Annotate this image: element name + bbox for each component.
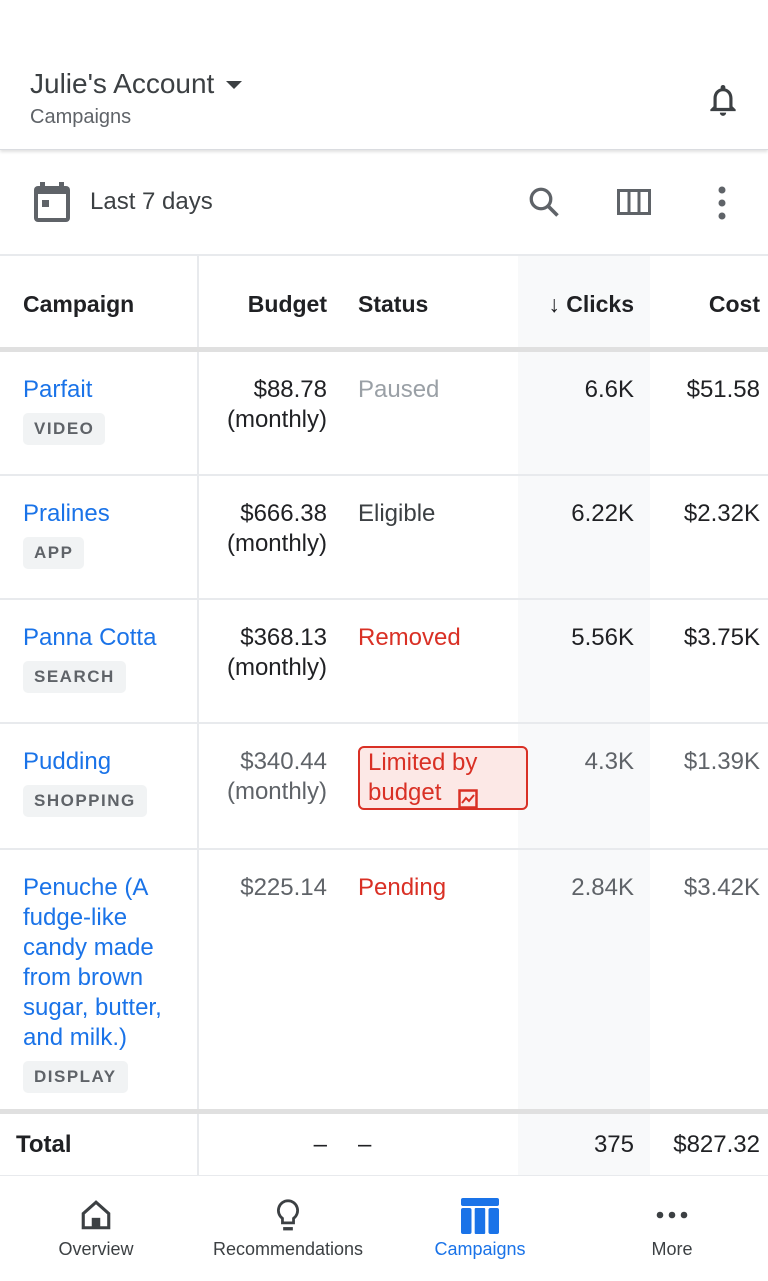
cost-cell: $3.42K	[683, 874, 760, 901]
budget-cell: $88.78 (monthly)	[226, 376, 327, 433]
table-row[interactable]: Penuche (A fudge-like candy made from br…	[0, 850, 768, 1109]
table-header: Campaign Budget Status ↓ Clicks Cost	[0, 256, 768, 348]
header-cost[interactable]: Cost	[708, 291, 760, 317]
status-cell: Pending	[358, 874, 447, 901]
header-campaign[interactable]: Campaign	[23, 291, 135, 317]
status-cell: Removed	[358, 624, 461, 651]
more-horiz-icon	[656, 1211, 688, 1219]
dropdown-caret-icon	[226, 81, 243, 89]
row-divider	[0, 722, 768, 724]
clicks-cell: 5.56K	[571, 624, 634, 651]
lightbulb-icon	[277, 1199, 299, 1231]
campaign-cell: Panna Cotta SEARCH	[23, 623, 183, 693]
campaign-cell: Penuche (A fudge-like candy made from br…	[23, 873, 183, 1093]
account-name: Julie's Account	[30, 68, 215, 99]
nav-label: More	[651, 1239, 693, 1259]
nav-label: Overview	[58, 1239, 134, 1259]
total-clicks: 375	[593, 1131, 634, 1158]
campaign-name-link[interactable]: Pralines	[23, 500, 110, 527]
cost-cell: $1.39K	[683, 748, 760, 775]
total-row: Total – – 375 $827.32	[0, 1114, 768, 1175]
nav-campaigns[interactable]: Campaigns	[384, 1176, 576, 1281]
nav-more[interactable]: More	[576, 1176, 768, 1281]
clicks-cell: 4.3K	[584, 748, 634, 775]
page-subtitle: Campaigns	[30, 106, 132, 128]
campaign-type-chip: APP	[23, 537, 85, 569]
header-clicks[interactable]: ↓ Clicks	[548, 291, 634, 317]
clicks-cell: 6.6K	[584, 376, 634, 403]
nav-overview[interactable]: Overview	[0, 1176, 192, 1281]
budget-cell: $666.38 (monthly)	[226, 500, 327, 557]
more-vert-icon[interactable]	[716, 186, 728, 220]
nav-label: Campaigns	[434, 1239, 526, 1259]
campaign-name-link[interactable]: Penuche (A fudge-like candy made from br…	[23, 874, 162, 1051]
campaign-type-chip: DISPLAY	[23, 1061, 128, 1093]
app-bar: Julie's Account Campaigns	[0, 0, 768, 150]
campaign-cell: Parfait VIDEO	[23, 375, 183, 445]
clicks-cell: 6.22K	[571, 500, 634, 527]
bell-icon[interactable]	[704, 80, 742, 120]
table-row[interactable]: Pralines APP $666.38 (monthly) Eligible …	[0, 476, 768, 598]
campaign-cell: Pralines APP	[23, 499, 183, 569]
campaign-name-link[interactable]: Parfait	[23, 376, 93, 403]
row-divider	[0, 848, 768, 850]
nav-recommendations[interactable]: Recommendations	[192, 1176, 384, 1281]
total-label: Total	[16, 1131, 72, 1158]
header-status[interactable]: Status	[358, 291, 429, 317]
campaign-type-chip: SEARCH	[23, 661, 126, 693]
limited-status-badge[interactable]: Limited by budget	[358, 746, 528, 810]
status-cell: Paused	[358, 376, 440, 403]
cost-cell: $2.32K	[683, 500, 760, 527]
header-budget[interactable]: Budget	[247, 291, 327, 317]
campaign-name-link[interactable]: Panna Cotta	[23, 624, 157, 651]
table-row[interactable]: Parfait VIDEO $88.78 (monthly) Paused 6.…	[0, 352, 768, 474]
cost-cell: $3.75K	[683, 624, 760, 651]
bottom-navigation: Overview Recommendations Campaigns More	[0, 1175, 768, 1280]
total-cost: $827.32	[673, 1131, 760, 1158]
search-icon[interactable]	[526, 184, 562, 220]
campaign-cell: Pudding SHOPPING	[23, 747, 183, 817]
calendar-icon[interactable]	[34, 182, 70, 222]
budget-cell: $225.14	[240, 874, 327, 901]
total-status: –	[358, 1131, 372, 1158]
status-cell: Eligible	[358, 500, 436, 527]
divider	[0, 347, 768, 352]
toolbar	[0, 152, 768, 256]
table-row[interactable]: Panna Cotta SEARCH $368.13 (monthly) Rem…	[0, 600, 768, 722]
account-selector[interactable]: Julie's Account	[30, 68, 243, 100]
sorted-column-highlight	[518, 256, 650, 1175]
nav-label: Recommendations	[212, 1239, 364, 1259]
frozen-column-divider	[197, 256, 199, 1175]
campaign-name-link[interactable]: Pudding	[23, 748, 112, 775]
trend-chart-icon[interactable]	[458, 789, 478, 809]
campaign-type-chip: SHOPPING	[23, 785, 147, 817]
row-divider	[0, 474, 768, 476]
budget-cell: $340.44 (monthly)	[226, 748, 327, 805]
cost-cell: $51.58	[686, 376, 760, 403]
campaigns-table-icon	[461, 1198, 499, 1234]
table-row[interactable]: Pudding SHOPPING $340.44 (monthly) Limit…	[0, 724, 768, 848]
clicks-cell: 2.84K	[571, 874, 634, 901]
budget-cell: $368.13 (monthly)	[226, 624, 327, 681]
columns-icon[interactable]	[617, 189, 651, 215]
home-icon	[81, 1200, 111, 1230]
campaign-type-chip: VIDEO	[23, 413, 106, 445]
divider	[0, 1109, 768, 1114]
total-budget: –	[313, 1131, 327, 1158]
row-divider	[0, 598, 768, 600]
sort-arrow-icon: ↓	[548, 291, 560, 317]
status-cell: Limited by budget	[358, 746, 528, 810]
date-range-selector[interactable]: Last 7 days	[90, 188, 213, 215]
